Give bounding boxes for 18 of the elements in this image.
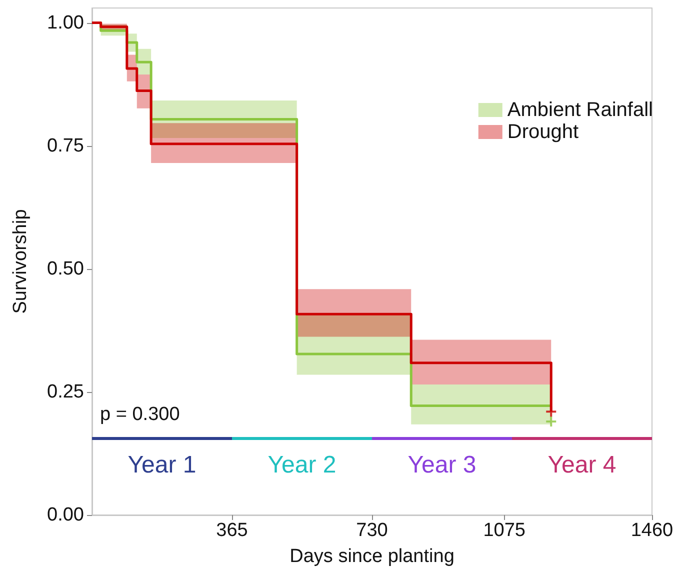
y-tick-label: 0.50 — [47, 258, 84, 280]
annotation: Year 1 — [128, 451, 196, 478]
legend-label: Drought — [507, 121, 579, 143]
y-tick-label: 0.25 — [47, 381, 84, 402]
y-tick-label: 0.00 — [47, 504, 84, 526]
y-tick-label: 0.75 — [47, 135, 84, 156]
annotation: Year 2 — [268, 451, 336, 478]
x-tick-label: 730 — [356, 520, 388, 541]
x-tick-label: 1075 — [483, 520, 526, 541]
legend-label: Ambient Rainfall — [507, 99, 653, 121]
x-axis-title: Days since planting — [290, 546, 454, 567]
annotation: p = 0.300 — [100, 404, 180, 425]
x-tick-label: 365 — [216, 520, 248, 541]
annotation: Year 4 — [548, 451, 616, 478]
annotation: Year 3 — [408, 451, 476, 478]
y-axis-title: Survivorship — [10, 209, 31, 314]
x-tick-label: 1460 — [630, 520, 674, 541]
y-tick-label: 1.00 — [47, 12, 84, 34]
